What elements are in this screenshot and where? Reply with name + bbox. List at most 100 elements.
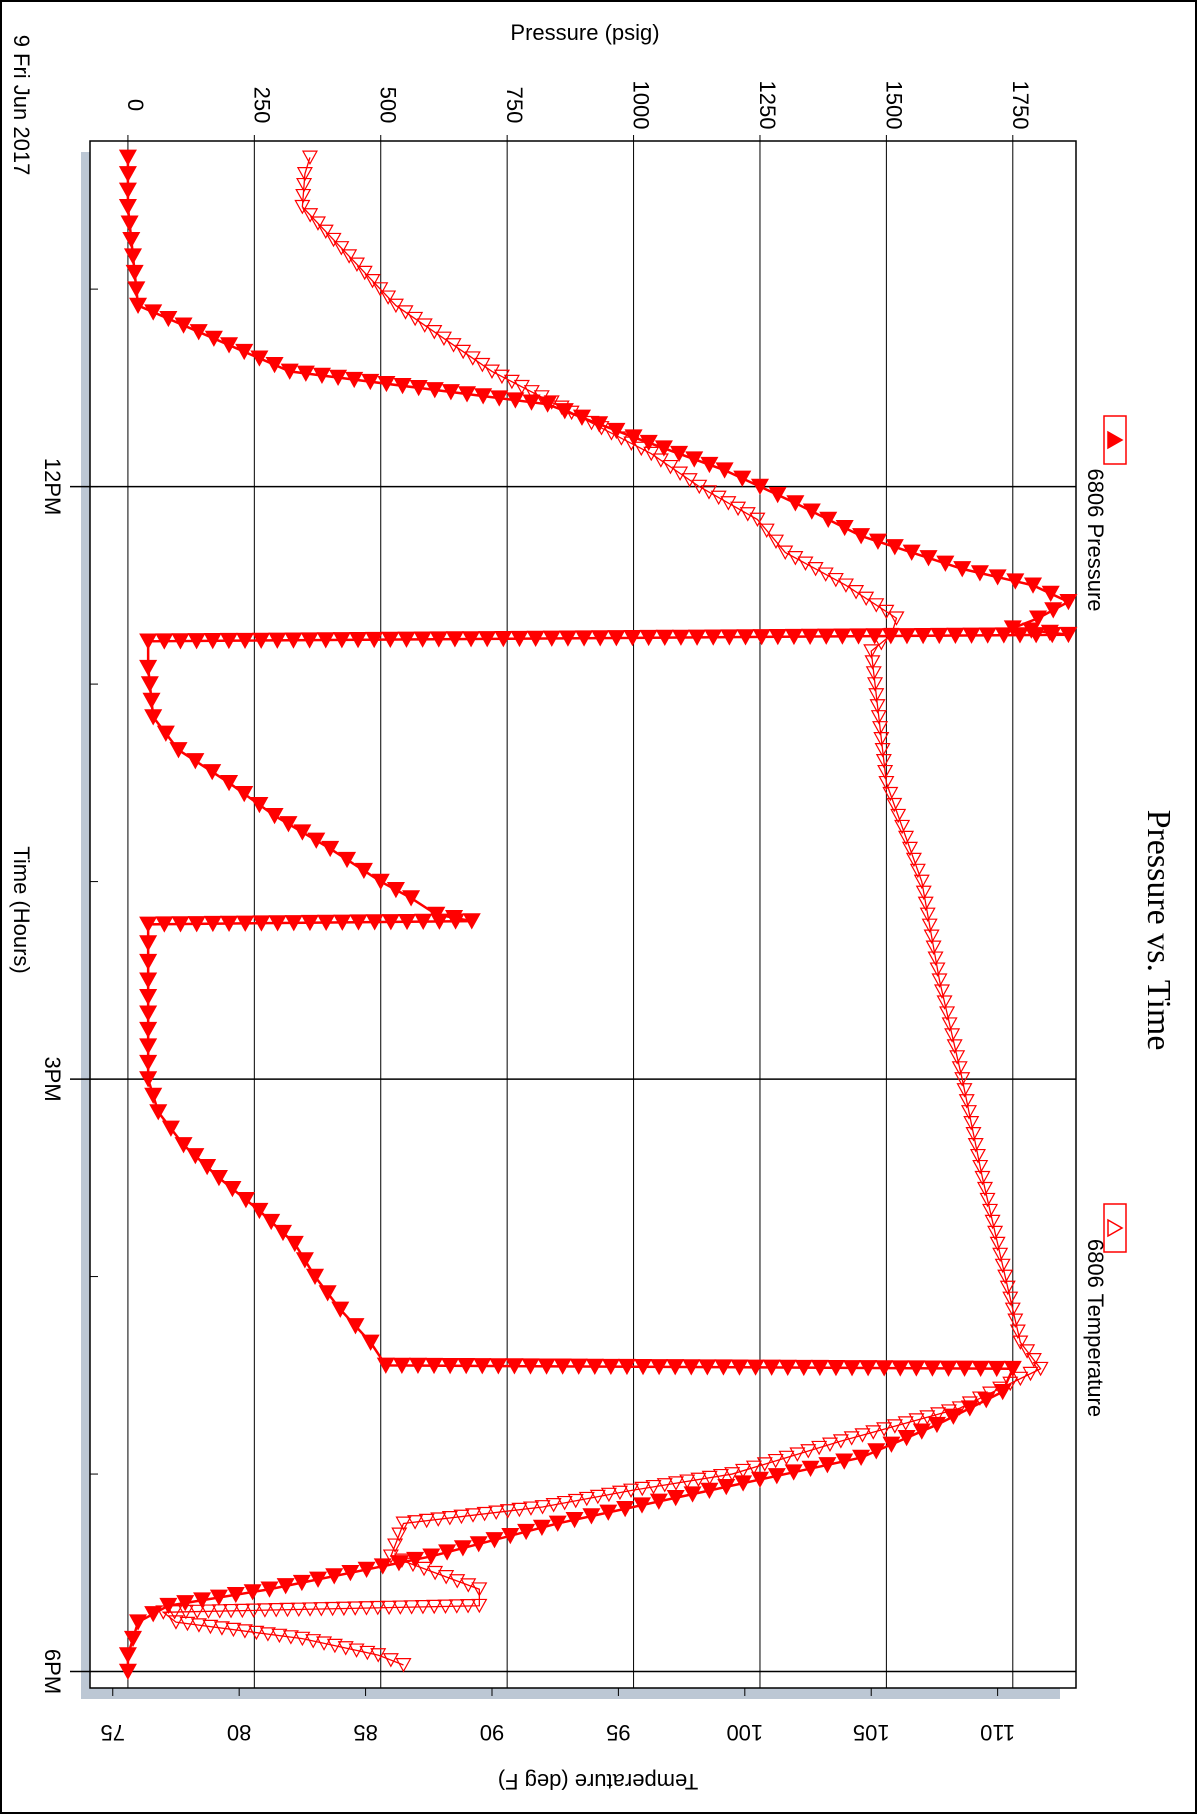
series-marker [402, 890, 421, 907]
series-marker [913, 874, 930, 890]
series-marker [888, 611, 905, 626]
series-marker [471, 1582, 488, 1597]
series-marker [220, 915, 239, 932]
series-marker [682, 1359, 701, 1376]
series-marker [361, 1334, 380, 1351]
series-marker [357, 1561, 376, 1578]
series-marker [649, 1493, 668, 1510]
series-marker [371, 873, 390, 891]
series-marker [607, 630, 626, 647]
series-marker [236, 915, 255, 932]
series-lines [118, 149, 1078, 1680]
series-marker [505, 1358, 524, 1375]
series-marker [202, 1619, 219, 1635]
series-marker [438, 1570, 455, 1585]
series-marker [139, 1071, 158, 1088]
pressure-tick-label: 1250 [755, 81, 780, 130]
series-marker [1009, 1324, 1026, 1339]
series-marker [476, 1506, 493, 1522]
series-marker [873, 732, 890, 747]
series-marker [358, 1601, 375, 1616]
series-marker [243, 1584, 262, 1601]
series-marker [235, 343, 254, 361]
series-marker [414, 1599, 431, 1615]
series-marker [317, 224, 334, 240]
series-marker [127, 281, 146, 298]
series-marker [382, 1549, 399, 1564]
series-marker [801, 1460, 820, 1478]
series-marker [430, 1512, 447, 1527]
series-marker [309, 1571, 328, 1588]
series-marker [139, 972, 158, 989]
series-marker [427, 1565, 444, 1581]
series-marker [914, 627, 933, 645]
series-marker [176, 1595, 195, 1612]
series-marker [309, 216, 326, 231]
series-marker [717, 1479, 736, 1496]
series-marker [354, 862, 373, 880]
series-marker [526, 630, 545, 647]
series-marker [930, 627, 949, 645]
series-marker [963, 1116, 980, 1131]
series-marker [992, 1247, 1009, 1263]
series-marker [679, 1474, 696, 1489]
series-marker [832, 1434, 849, 1449]
series-marker [874, 743, 891, 758]
series-marker [144, 1606, 163, 1623]
series-marker [460, 1599, 477, 1614]
series-marker [756, 1457, 773, 1472]
series-marker [600, 1487, 617, 1503]
series-marker [139, 1005, 158, 1022]
series-marker [994, 1258, 1011, 1274]
legend-marker [1107, 1218, 1124, 1238]
series-marker [611, 1485, 628, 1501]
series-marker [250, 796, 269, 814]
series-marker [155, 1605, 172, 1620]
series-marker [341, 249, 358, 264]
series-marker [140, 676, 159, 693]
series-marker [271, 1628, 288, 1644]
series-marker [537, 1358, 556, 1375]
series-marker [915, 885, 932, 901]
series-marker [236, 1191, 255, 1209]
series-marker [715, 462, 734, 479]
series-marker [974, 1170, 991, 1186]
series-marker [886, 1419, 903, 1434]
series-marker [930, 1407, 947, 1422]
series-marker [359, 1645, 376, 1661]
series-marker [1029, 610, 1048, 627]
pressure-tick-label: 1750 [1008, 81, 1033, 130]
pressure-tick-label: 500 [376, 87, 401, 124]
series-marker [203, 915, 222, 933]
series-marker [441, 1357, 460, 1375]
series-marker [418, 1513, 435, 1529]
series-marker [749, 512, 766, 528]
series-marker [859, 1360, 878, 1377]
legend-marker [1107, 430, 1124, 450]
series-marker [381, 631, 400, 649]
series-marker [488, 1505, 505, 1520]
series-marker [733, 470, 752, 487]
series-marker [416, 1561, 433, 1577]
series-marker [667, 1476, 685, 1491]
series-marker [386, 882, 405, 899]
series-marker [139, 1021, 158, 1039]
series-marker [179, 1616, 196, 1632]
series-marker [666, 1490, 685, 1507]
series-marker [951, 1061, 968, 1076]
series-marker [252, 915, 271, 932]
series-marker [448, 1599, 465, 1614]
series-marker [276, 1578, 295, 1595]
series-marker [819, 511, 838, 528]
series-marker [886, 797, 903, 813]
series-marker [426, 1599, 443, 1615]
series-marker [671, 629, 690, 646]
series-marker [223, 1180, 242, 1198]
series-marker [735, 1463, 752, 1479]
series-marker [123, 1630, 142, 1648]
series-marker [280, 363, 299, 380]
series-marker [1044, 602, 1063, 619]
series-marker [213, 1621, 230, 1636]
series-marker [870, 710, 887, 725]
series-marker [897, 1416, 914, 1431]
